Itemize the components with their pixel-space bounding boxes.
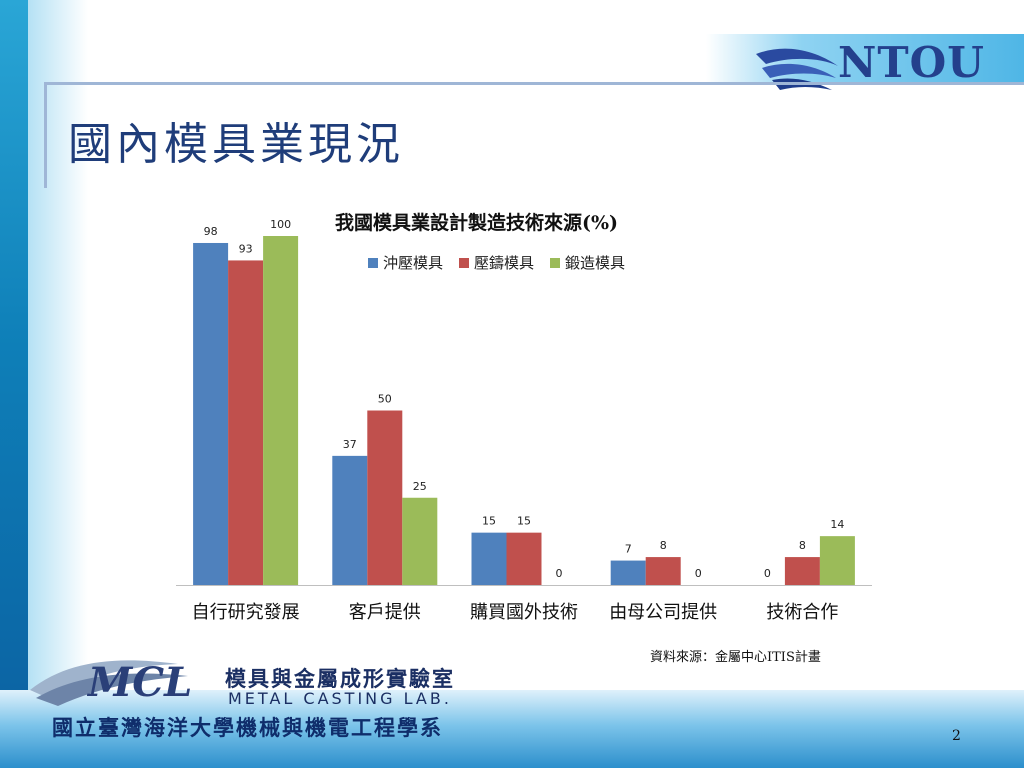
mcl-logo-letters: MCL [86, 659, 192, 706]
legend-swatch-series-1 [368, 257, 378, 268]
header-vertical-divider [44, 82, 47, 188]
data-label-0-2: 100 [270, 218, 291, 231]
chart-legend: 沖壓模具 壓鑄模具 鍛造模具 [368, 252, 625, 273]
data-label-0-0: 98 [204, 225, 218, 238]
data-label-4-2: 14 [830, 518, 844, 531]
page-title: 國內模具業現況 [68, 119, 404, 170]
left-decor-band [0, 0, 28, 768]
bar-1-2 [402, 497, 438, 585]
data-label-1-1: 50 [378, 393, 392, 406]
legend-item-series-3: 鍛造模具 [550, 252, 625, 273]
data-label-0-1: 93 [239, 242, 253, 255]
category-label-4: 技術合作 [766, 602, 838, 623]
ntou-logo-text: NTOU [838, 38, 985, 87]
category-label-2: 購買國外技術 [470, 602, 578, 623]
bar-1-1 [367, 410, 403, 585]
data-label-3-0: 7 [625, 543, 632, 556]
data-label-3-1: 8 [660, 539, 667, 552]
data-label-2-1: 15 [517, 515, 531, 528]
header-divider [44, 82, 1024, 85]
data-label-4-1: 8 [799, 539, 806, 552]
legend-swatch-series-2 [459, 257, 470, 268]
legend-item-series-1: 沖壓模具 [368, 252, 443, 273]
data-label-2-0: 15 [482, 515, 496, 528]
logo-band [706, 34, 1024, 82]
university-name: 國立臺灣海洋大學機械與機電工程學系 [52, 715, 443, 740]
legend-label-series-3: 鍛造模具 [565, 254, 626, 272]
mcl-lab-logo-icon: MCL [30, 659, 192, 706]
data-label-1-0: 37 [343, 438, 357, 451]
bar-0-1 [228, 260, 264, 585]
bar-0-2 [263, 236, 299, 585]
bar-4-2 [819, 536, 855, 585]
category-label-0: 自行研究發展 [192, 602, 300, 623]
data-label-1-2: 25 [413, 480, 427, 493]
footer-band [0, 690, 1024, 768]
bar-2-0 [471, 532, 507, 585]
bar-4-1 [784, 557, 820, 585]
left-decor-fade [28, 0, 88, 768]
bar-0-0 [193, 242, 229, 586]
bar-3-0 [610, 560, 646, 585]
category-label-1: 客戶提供 [349, 602, 421, 623]
bar-2-1 [506, 532, 542, 585]
data-label-3-2: 0 [695, 567, 702, 580]
category-label-3: 由母公司提供 [609, 602, 717, 623]
source-note: 資料來源：金屬中心ITIS計畫 [650, 650, 821, 665]
page-number: 2 [952, 728, 961, 744]
bar-3-1 [645, 557, 681, 585]
chart-title: 我國模具業設計製造技術來源(%) [335, 212, 619, 234]
bar-1-0 [332, 455, 368, 585]
data-label-4-0: 0 [764, 567, 771, 580]
legend-label-series-1: 沖壓模具 [383, 254, 444, 272]
legend-item-series-2: 壓鑄模具 [459, 252, 534, 273]
legend-label-series-2: 壓鑄模具 [474, 254, 535, 272]
legend-swatch-series-3 [550, 257, 561, 268]
lab-name-chinese: 模具與金屬成形實驗室 [225, 666, 455, 691]
data-label-2-2: 0 [556, 567, 563, 580]
lab-name-english: METAL CASTING LAB. [228, 689, 452, 708]
